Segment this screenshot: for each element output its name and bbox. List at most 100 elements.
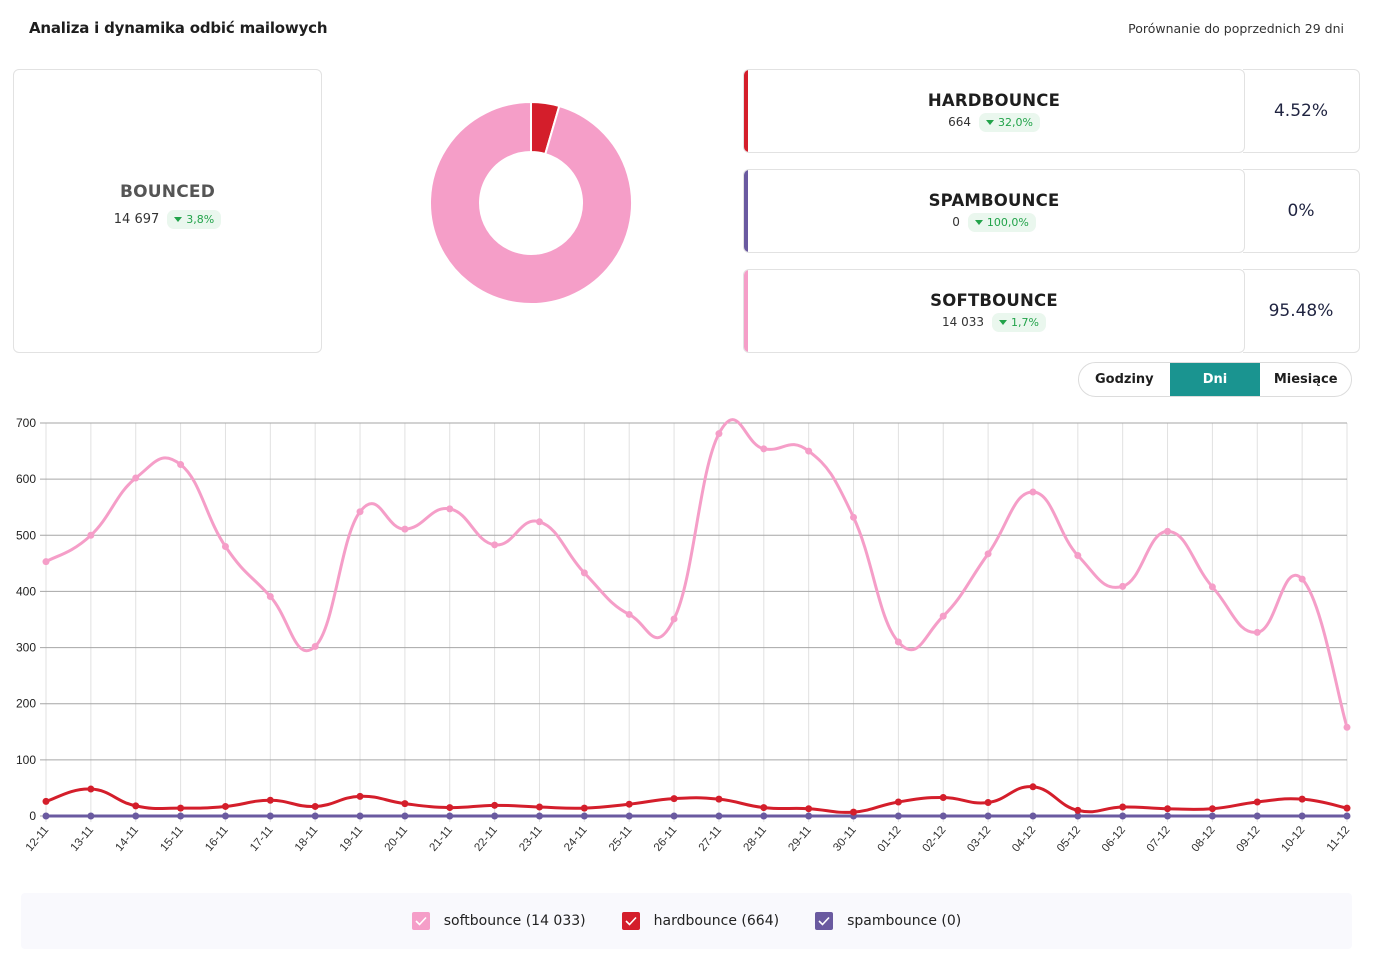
data-point-softbounce[interactable] (311, 642, 319, 650)
data-point-hardbounce[interactable] (760, 804, 768, 812)
data-point-softbounce[interactable] (1029, 488, 1037, 496)
data-point-spambounce[interactable] (1074, 812, 1082, 820)
data-point-spambounce[interactable] (356, 812, 364, 820)
legend-softbounce[interactable]: softbounce (14 033) (411, 912, 586, 930)
data-point-spambounce[interactable] (1253, 812, 1261, 820)
data-point-hardbounce[interactable] (715, 795, 723, 803)
data-point-hardbounce[interactable] (1164, 805, 1172, 813)
data-point-spambounce[interactable] (266, 812, 274, 820)
data-point-spambounce[interactable] (670, 812, 678, 820)
data-point-softbounce[interactable] (266, 592, 274, 600)
data-point-spambounce[interactable] (1164, 812, 1172, 820)
data-point-hardbounce[interactable] (1029, 783, 1037, 791)
data-point-spambounce[interactable] (401, 812, 409, 820)
data-point-softbounce[interactable] (1208, 583, 1216, 591)
data-point-spambounce[interactable] (311, 812, 319, 820)
legend-hardbounce[interactable]: hardbounce (664) (621, 912, 779, 930)
data-point-softbounce[interactable] (715, 430, 723, 438)
data-point-spambounce[interactable] (446, 812, 454, 820)
data-point-softbounce[interactable] (401, 525, 409, 533)
data-point-softbounce[interactable] (42, 558, 50, 566)
data-point-hardbounce[interactable] (221, 802, 229, 810)
data-point-spambounce[interactable] (87, 812, 95, 820)
data-point-hardbounce[interactable] (580, 804, 588, 812)
data-point-spambounce[interactable] (177, 812, 185, 820)
data-point-hardbounce[interactable] (1119, 803, 1127, 811)
data-point-softbounce[interactable] (580, 569, 588, 577)
data-point-hardbounce[interactable] (984, 799, 992, 807)
data-point-softbounce[interactable] (1253, 628, 1261, 636)
data-point-spambounce[interactable] (625, 812, 633, 820)
data-point-softbounce[interactable] (132, 474, 140, 482)
data-point-softbounce[interactable] (1298, 575, 1306, 583)
data-point-softbounce[interactable] (535, 518, 543, 526)
data-point-softbounce[interactable] (760, 445, 768, 453)
data-point-spambounce[interactable] (535, 812, 543, 820)
data-point-softbounce[interactable] (356, 508, 364, 516)
data-point-softbounce[interactable] (670, 615, 678, 623)
data-point-hardbounce[interactable] (939, 793, 947, 801)
data-point-hardbounce[interactable] (87, 785, 95, 793)
data-point-hardbounce[interactable] (670, 795, 678, 803)
data-point-hardbounce[interactable] (1074, 806, 1082, 814)
toggle-dni[interactable]: Dni (1169, 363, 1261, 396)
data-point-softbounce[interactable] (491, 541, 499, 549)
data-point-spambounce[interactable] (715, 812, 723, 820)
data-point-spambounce[interactable] (221, 812, 229, 820)
data-point-spambounce[interactable] (1208, 812, 1216, 820)
checkbox-spambounce[interactable] (815, 912, 834, 930)
toggle-godziny[interactable]: Godziny (1095, 372, 1154, 387)
data-point-softbounce[interactable] (984, 550, 992, 558)
data-point-hardbounce[interactable] (177, 804, 185, 812)
data-point-softbounce[interactable] (894, 638, 902, 646)
data-point-hardbounce[interactable] (805, 805, 813, 813)
checkbox-softbounce[interactable] (411, 912, 430, 930)
data-point-hardbounce[interactable] (491, 801, 499, 809)
toggle-miesiace[interactable]: Miesiące (1273, 372, 1338, 387)
data-point-hardbounce[interactable] (1343, 804, 1351, 812)
data-point-hardbounce[interactable] (311, 802, 319, 810)
data-point-hardbounce[interactable] (42, 797, 50, 805)
data-point-spambounce[interactable] (760, 812, 768, 820)
data-point-softbounce[interactable] (87, 531, 95, 539)
data-point-softbounce[interactable] (625, 610, 633, 618)
data-point-hardbounce[interactable] (850, 808, 858, 816)
data-point-softbounce[interactable] (1343, 723, 1351, 731)
data-point-softbounce[interactable] (850, 513, 858, 521)
data-point-hardbounce[interactable] (1208, 805, 1216, 813)
donut-slice-softbounce[interactable] (430, 102, 632, 304)
data-point-hardbounce[interactable] (1298, 795, 1306, 803)
data-point-spambounce[interactable] (805, 812, 813, 820)
data-point-hardbounce[interactable] (132, 802, 140, 810)
data-point-softbounce[interactable] (805, 447, 813, 455)
data-point-hardbounce[interactable] (446, 804, 454, 812)
data-point-softbounce[interactable] (939, 612, 947, 620)
data-point-spambounce[interactable] (939, 812, 947, 820)
period-toggle[interactable]: Godziny Dni Miesiące (1078, 362, 1352, 397)
data-point-spambounce[interactable] (1298, 812, 1306, 820)
data-point-hardbounce[interactable] (1253, 798, 1261, 806)
checkbox-hardbounce[interactable] (621, 912, 640, 930)
data-point-hardbounce[interactable] (625, 800, 633, 808)
data-point-softbounce[interactable] (221, 543, 229, 551)
data-point-hardbounce[interactable] (535, 803, 543, 811)
data-point-hardbounce[interactable] (401, 800, 409, 808)
data-point-softbounce[interactable] (1074, 551, 1082, 559)
data-point-spambounce[interactable] (1029, 812, 1037, 820)
data-point-softbounce[interactable] (446, 505, 454, 513)
data-point-spambounce[interactable] (491, 812, 499, 820)
data-point-spambounce[interactable] (984, 812, 992, 820)
data-point-hardbounce[interactable] (266, 796, 274, 804)
data-point-softbounce[interactable] (177, 461, 185, 469)
data-point-softbounce[interactable] (1164, 527, 1172, 535)
data-point-spambounce[interactable] (42, 812, 50, 820)
data-point-hardbounce[interactable] (356, 792, 364, 800)
data-point-softbounce[interactable] (1119, 582, 1127, 590)
data-point-spambounce[interactable] (132, 812, 140, 820)
data-point-hardbounce[interactable] (894, 798, 902, 806)
data-point-spambounce[interactable] (1343, 812, 1351, 820)
data-point-spambounce[interactable] (894, 812, 902, 820)
legend-spambounce[interactable]: spambounce (0) (815, 912, 961, 930)
data-point-spambounce[interactable] (1119, 812, 1127, 820)
data-point-spambounce[interactable] (580, 812, 588, 820)
